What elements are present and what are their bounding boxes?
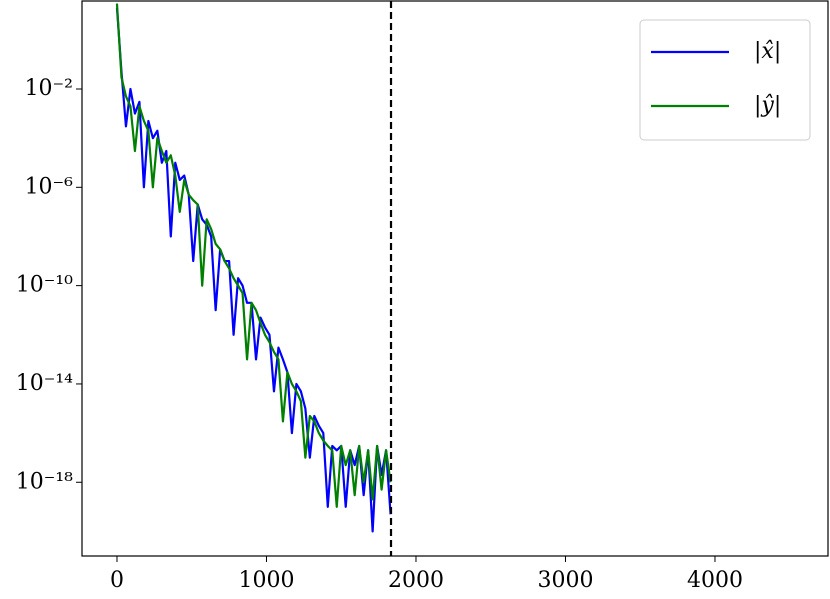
x-tick-label: 2000 xyxy=(388,568,444,593)
x-tick-label: 0 xyxy=(110,568,124,593)
legend-label: |x̂| xyxy=(754,39,781,64)
series-line xyxy=(115,7,392,533)
legend-label: |ŷ| xyxy=(754,93,781,118)
series-line xyxy=(115,3,392,508)
plot-area xyxy=(115,3,392,533)
y-tick-label: 10⁻¹⁰ xyxy=(16,273,73,298)
y-tick-label: 10⁻¹⁴ xyxy=(16,371,73,396)
x-tick-label: 3000 xyxy=(537,568,593,593)
y-tick-label: 10⁻² xyxy=(25,76,73,101)
axes-frame xyxy=(81,0,829,557)
legend-box xyxy=(639,19,811,141)
x-tick-label: 1000 xyxy=(238,568,294,593)
x-tick-label: 4000 xyxy=(687,568,743,593)
y-tick-label: 10⁻¹⁸ xyxy=(16,469,73,494)
y-tick-label: 10⁻⁶ xyxy=(25,174,74,199)
